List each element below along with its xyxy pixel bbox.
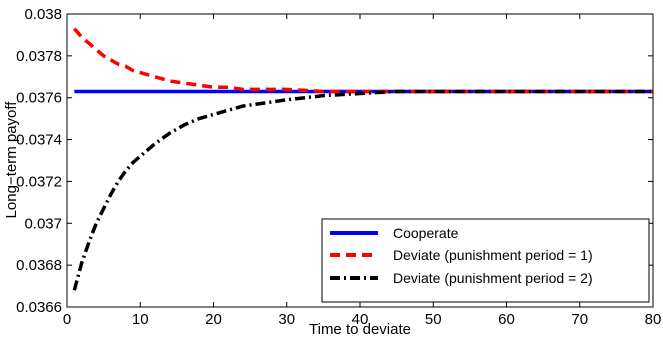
x-tick-label: 20 bbox=[205, 311, 222, 328]
y-tick-label: 0.038 bbox=[24, 6, 62, 23]
legend-label-cooperate: Cooperate bbox=[393, 225, 459, 241]
ticks-layer: 0 10 20 30 40 50 60 70 80 0.0366 0.0368 0.037 0.0372… bbox=[16, 6, 661, 328]
y-tick-label: 0.0374 bbox=[16, 132, 62, 149]
legend: Cooperate Deviate (punishment period = 1… bbox=[321, 218, 650, 303]
y-tick-label: 0.0376 bbox=[16, 90, 62, 107]
y-tick-label: 0.0366 bbox=[16, 299, 62, 316]
x-tick-label: 40 bbox=[352, 311, 369, 328]
y-tick-label: 0.037 bbox=[24, 215, 62, 232]
y-axis-label: Long−term payoff bbox=[3, 101, 20, 219]
y-tick-label: 0.0368 bbox=[16, 257, 62, 274]
x-tick-label: 80 bbox=[645, 311, 662, 328]
series-line-3 bbox=[72, 89, 653, 291]
x-axis-label: Time to deviate bbox=[309, 321, 411, 338]
x-tick-label: 50 bbox=[425, 311, 442, 328]
x-tick-label: 70 bbox=[571, 311, 588, 328]
y-tick-label: 0.0372 bbox=[16, 173, 62, 190]
x-tick-label: 0 bbox=[63, 311, 71, 328]
series-layer bbox=[72, 27, 653, 291]
x-tick-label: 30 bbox=[278, 311, 295, 328]
legend-label-deviate-2: Deviate (punishment period = 2) bbox=[393, 270, 593, 286]
x-tick-label: 60 bbox=[498, 311, 515, 328]
plot-frame bbox=[66, 13, 654, 308]
legend-label-deviate-1: Deviate (punishment period = 1) bbox=[393, 247, 593, 263]
y-tick-label: 0.0378 bbox=[16, 48, 62, 65]
x-tick-label: 10 bbox=[132, 311, 149, 328]
